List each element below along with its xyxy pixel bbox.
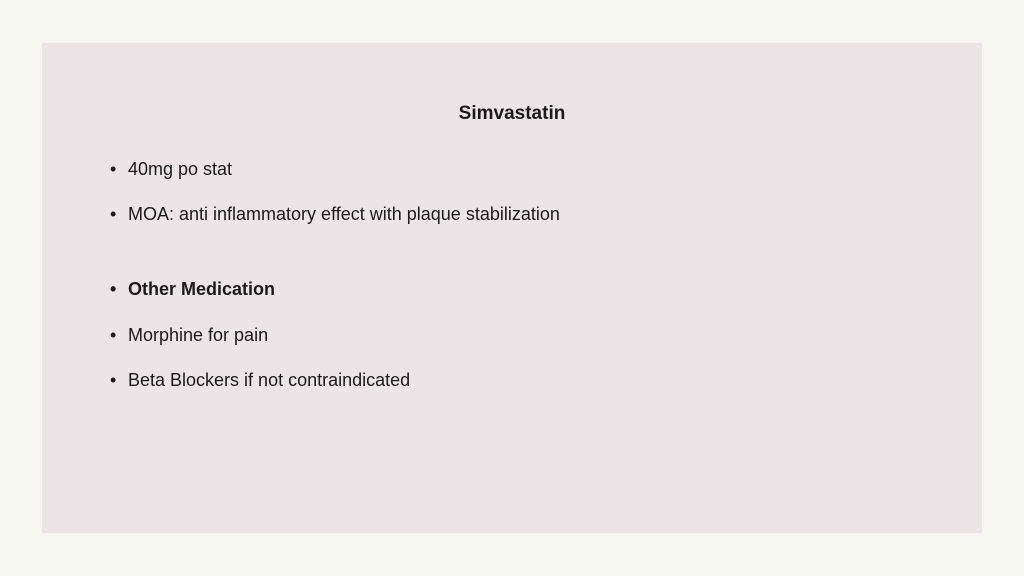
- list-item: Beta Blockers if not contraindicated: [110, 368, 932, 393]
- list-item: Morphine for pain: [110, 323, 932, 348]
- list-item: Other Medication: [110, 277, 932, 302]
- slide-title: Simvastatin: [92, 103, 932, 125]
- list-item: 40mg po stat: [110, 157, 932, 182]
- list-item: MOA: anti inflammatory effect with plaqu…: [110, 202, 932, 227]
- bullet-list: 40mg po stat MOA: anti inflammatory effe…: [92, 157, 932, 393]
- slide-container: Simvastatin 40mg po stat MOA: anti infla…: [42, 43, 982, 533]
